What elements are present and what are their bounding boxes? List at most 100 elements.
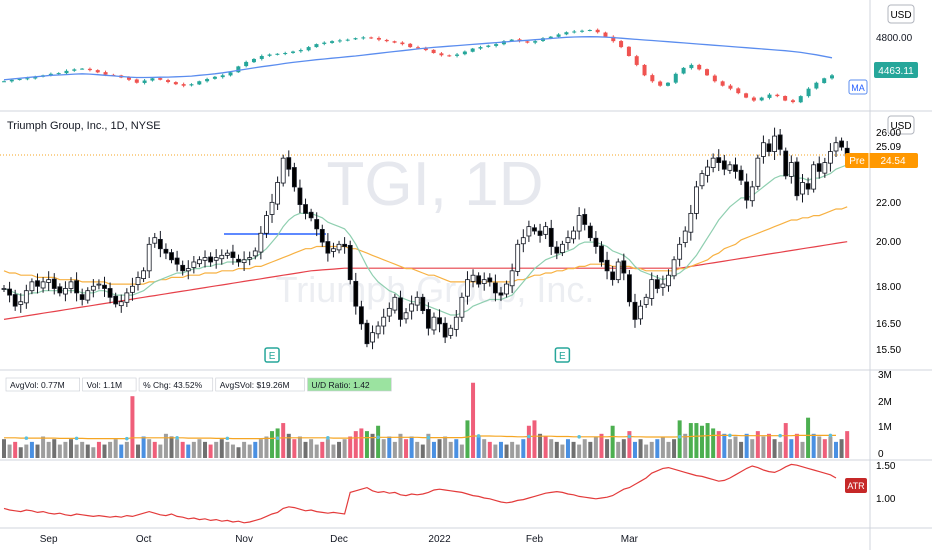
earnings-marker[interactable]: E xyxy=(264,347,280,363)
index-candle xyxy=(587,30,592,31)
price-candle xyxy=(755,157,761,187)
index-candles xyxy=(2,28,834,104)
price-candle xyxy=(102,284,107,289)
volume-bar xyxy=(571,441,576,458)
volume-stat-text: AvgSVol: $19.26M xyxy=(220,380,290,390)
volume-bar xyxy=(638,439,643,458)
price-candle xyxy=(291,167,297,188)
index-ma-badge: MA xyxy=(848,79,868,95)
volume-bar xyxy=(180,441,185,458)
time-axis-label: Nov xyxy=(235,534,253,545)
price-candle xyxy=(794,161,800,197)
index-candle xyxy=(509,39,514,42)
time-axis[interactable]: Sep Oct Nov Dec 2022 Feb Mar xyxy=(40,534,639,545)
price-candle xyxy=(465,279,470,297)
volume-bar xyxy=(755,431,760,458)
index-candle xyxy=(494,44,499,46)
volume-bar xyxy=(487,441,492,458)
price-candle xyxy=(303,204,308,214)
volume-bar xyxy=(778,441,783,458)
index-candle xyxy=(431,49,436,54)
price-candle xyxy=(358,306,364,325)
volume-bar xyxy=(839,439,844,458)
volume-bar xyxy=(236,447,241,458)
earnings-marker[interactable]: E xyxy=(554,347,571,363)
price-y-tick: 22.00 xyxy=(876,198,901,209)
price-candle xyxy=(839,140,844,148)
volume-bar xyxy=(29,441,34,458)
index-pane[interactable]: USD 4800.00 4463.11 MA xyxy=(2,4,918,104)
volume-bar xyxy=(63,441,68,458)
price-candle xyxy=(800,182,805,195)
volume-stat-text: AvgVol: 0.77M xyxy=(10,380,65,390)
index-currency-label: USD xyxy=(890,10,911,21)
volume-bar xyxy=(621,439,626,458)
price-candle xyxy=(677,243,683,260)
volume-bar xyxy=(616,441,621,458)
volume-bar xyxy=(230,444,235,458)
symbol-title: Triumph Group, Inc., 1D, NYSE xyxy=(7,120,161,132)
index-candle xyxy=(384,39,389,42)
volume-bar xyxy=(471,382,476,458)
volume-bar xyxy=(141,436,146,458)
volume-bar xyxy=(320,441,325,458)
price-candle xyxy=(761,142,766,157)
index-last-value-badge: 4463.11 xyxy=(874,62,918,78)
volume-bar xyxy=(415,441,420,458)
volume-bar xyxy=(325,439,330,458)
index-candle xyxy=(447,55,452,57)
volume-stat-box xyxy=(215,377,305,392)
index-candle xyxy=(423,47,428,51)
volume-bar xyxy=(208,444,213,458)
volume-bar xyxy=(102,444,107,458)
index-currency-badge[interactable]: USD xyxy=(887,4,915,24)
price-candle xyxy=(710,157,716,168)
volume-stat: AvgSVol: $19.26M xyxy=(215,377,305,392)
volume-bar xyxy=(370,433,375,458)
price-candle xyxy=(113,295,119,305)
price-currency-badge[interactable]: USD xyxy=(887,115,915,135)
price-candle xyxy=(638,305,643,320)
index-candle xyxy=(236,66,241,73)
volume-bar xyxy=(766,433,771,458)
volume-bar xyxy=(364,431,369,458)
volume-bar xyxy=(309,439,314,458)
price-candle xyxy=(124,292,130,303)
volume-average-dot xyxy=(527,434,531,439)
volume-bar xyxy=(493,444,498,458)
price-candle xyxy=(425,309,431,329)
volume-bar xyxy=(515,444,520,458)
atr-pane[interactable]: 1.50 1.00 ATR xyxy=(3,461,896,524)
index-candle xyxy=(134,79,139,83)
index-candle xyxy=(798,96,803,103)
volume-bar xyxy=(582,439,587,458)
price-candle xyxy=(364,322,370,345)
index-candle xyxy=(572,31,577,33)
volume-pane[interactable]: AvgVol: 0.77M Vol: 1.1M % Chg: 43.52% AvgSV… xyxy=(2,370,892,460)
index-candle xyxy=(267,54,272,56)
index-candle xyxy=(650,75,655,82)
volume-bar xyxy=(677,420,682,458)
volume-bar xyxy=(348,436,353,458)
index-candle xyxy=(275,53,280,55)
index-candle xyxy=(72,69,77,71)
volume-average-dot xyxy=(778,433,782,438)
index-candle xyxy=(634,56,639,65)
price-candle xyxy=(370,332,375,343)
index-moving-average-line xyxy=(3,36,833,81)
price-candle xyxy=(392,296,398,311)
index-candle xyxy=(361,37,366,39)
volume-bar xyxy=(303,441,308,458)
price-candle xyxy=(35,280,40,287)
price-candle xyxy=(532,227,537,232)
price-candle xyxy=(688,212,694,233)
index-candle xyxy=(181,84,186,86)
price-candle xyxy=(610,271,616,281)
index-candle xyxy=(142,80,147,83)
volume-bar xyxy=(52,439,57,458)
index-candle xyxy=(416,47,420,49)
